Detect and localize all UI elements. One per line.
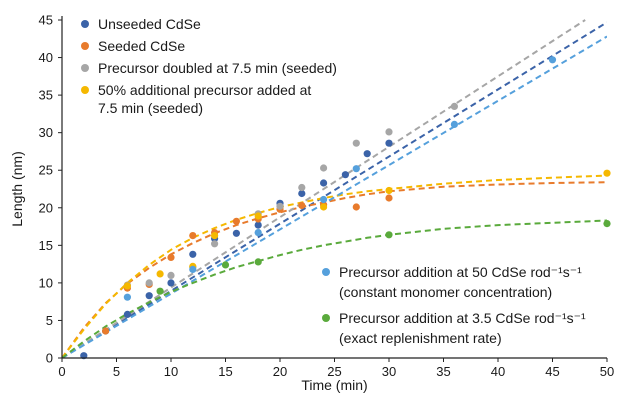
x-tick-label: 0 (58, 364, 65, 379)
data-point-series-1 (167, 279, 175, 287)
tick-labels: 0 5 10 15 20 25 30 35 40 45 50 0 5 10 15 20 25 30 35 40 45 (39, 13, 615, 380)
data-point-series-3 (211, 240, 219, 248)
data-point-series-3 (298, 183, 306, 192)
data-point-series-3 (352, 139, 360, 147)
data-point-series-1 (363, 150, 371, 158)
x-tick-label: 20 (273, 364, 287, 379)
x-tick-label: 35 (436, 364, 450, 379)
legend-label: Precursor addition at 50 CdSe rod⁻¹s⁻¹ (339, 264, 582, 280)
data-point-series-5 (123, 293, 131, 301)
data-point-series-2 (102, 327, 110, 335)
fit-line-series-5 (62, 35, 607, 358)
legend-label: 7.5 min (seeded) (98, 100, 203, 116)
data-point-series-4 (385, 186, 393, 195)
legend-label: (exact replenishment rate) (339, 330, 502, 346)
data-point-series-4 (603, 169, 611, 177)
data-point-series-3 (385, 128, 393, 136)
data-point-series-6 (254, 258, 262, 266)
data-point-series-4 (123, 282, 131, 290)
data-point-series-4 (156, 270, 164, 278)
legend-label: Unseeded CdSe (98, 16, 201, 32)
axes (58, 16, 608, 362)
data-point-series-1 (341, 171, 349, 179)
data-point-series-1 (254, 221, 262, 229)
y-tick-label: 10 (39, 275, 53, 290)
data-point-series-6 (385, 231, 393, 239)
data-point-series-2 (232, 217, 240, 225)
x-tick-label: 50 (600, 364, 614, 379)
x-tick-label: 25 (327, 364, 341, 379)
data-point-series-3 (276, 202, 284, 210)
y-tick-label: 30 (39, 125, 53, 140)
data-point-series-2 (352, 203, 360, 211)
legend-top: Unseeded CdSe Seeded CdSe Precursor double… (81, 16, 337, 116)
data-point-series-5 (320, 195, 328, 204)
data-point-series-5 (189, 265, 197, 273)
data-point-series-5 (254, 229, 262, 237)
x-tick-label: 45 (545, 364, 559, 379)
data-points (80, 56, 611, 360)
fit-line-series-4 (62, 174, 607, 358)
data-point-series-1 (189, 250, 197, 258)
fit-lines (62, 19, 607, 358)
data-point-series-2 (298, 201, 306, 210)
x-tick-label: 5 (113, 364, 120, 379)
x-tick-label: 15 (218, 364, 232, 379)
legend-marker-3 (81, 64, 89, 72)
y-axis-label: Length (nm) (9, 151, 25, 226)
x-axis-label: Time (min) (301, 377, 367, 393)
y-tick-label: 40 (39, 50, 53, 65)
legend-marker-2 (322, 314, 330, 322)
data-point-series-1 (385, 139, 393, 147)
x-tick-label: 10 (164, 364, 178, 379)
data-point-series-3 (450, 102, 458, 110)
data-point-series-6 (156, 287, 164, 295)
data-point-series-4 (254, 212, 262, 220)
data-point-series-2 (385, 194, 393, 202)
data-point-series-1 (145, 292, 153, 300)
data-point-series-4 (320, 203, 328, 211)
legend-label: Precursor doubled at 7.5 min (seeded) (98, 60, 337, 76)
y-tick-label: 0 (46, 351, 53, 366)
legend-marker-1 (81, 20, 89, 28)
data-point-series-6 (603, 220, 611, 228)
fit-line-series-1 (62, 21, 607, 358)
data-point-series-1 (123, 310, 131, 318)
data-point-series-1 (232, 229, 240, 237)
x-tick-label: 40 (491, 364, 505, 379)
data-point-series-1 (320, 179, 328, 187)
data-point-series-3 (167, 271, 175, 279)
y-tick-label: 15 (39, 238, 53, 253)
y-tick-label: 5 (46, 313, 53, 328)
legend-bottom: Precursor addition at 50 CdSe rod⁻¹s⁻¹ (c… (322, 264, 586, 346)
y-tick-label: 25 (39, 163, 53, 178)
legend-label: (constant monomer concentration) (339, 284, 552, 300)
data-point-series-5 (450, 120, 458, 128)
legend-marker-1 (322, 268, 330, 276)
legend-label: Precursor addition at 3.5 CdSe rod⁻¹s⁻¹ (339, 310, 586, 326)
legend-label: 50% additional precursor added at (98, 82, 311, 98)
legend-marker-4 (81, 86, 89, 94)
data-point-series-4 (211, 232, 219, 240)
y-tick-label: 20 (39, 200, 53, 215)
data-point-series-1 (298, 189, 306, 198)
legend-label: Seeded CdSe (98, 38, 185, 54)
data-point-series-5 (352, 165, 360, 173)
data-point-series-6 (221, 261, 230, 269)
data-point-series-3 (145, 279, 153, 287)
legend-marker-2 (81, 42, 89, 50)
data-point-series-5 (548, 56, 557, 64)
data-point-series-3 (320, 164, 328, 172)
x-tick-label: 30 (382, 364, 396, 379)
data-point-series-2 (189, 232, 197, 240)
y-tick-label: 45 (39, 13, 53, 28)
y-tick-label: 35 (39, 88, 53, 103)
data-point-series-2 (167, 253, 175, 261)
fit-line-series-6 (62, 219, 607, 358)
